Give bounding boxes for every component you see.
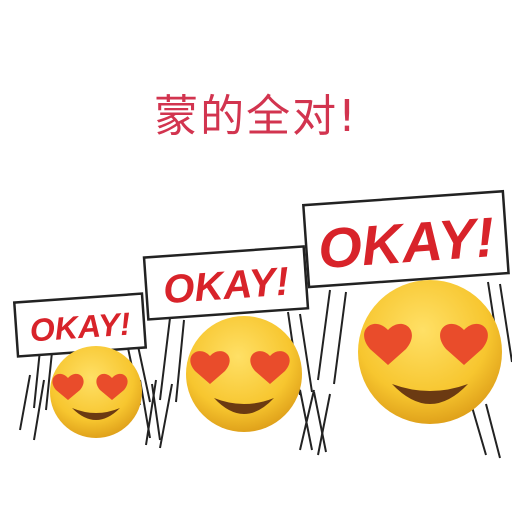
- heart-eyes-emoji-medium-icon: [186, 316, 302, 432]
- protest-sign-large-icon: OKAY!: [301, 189, 510, 289]
- character-medium: OKAY!: [142, 245, 327, 453]
- heart-eyes-emoji-small-icon: [50, 346, 142, 438]
- character-small: OKAY!: [12, 292, 161, 441]
- character-large: OKAY!: [299, 189, 512, 459]
- sign-text-small: OKAY!: [29, 306, 132, 349]
- caption-text: 蒙的全对!: [154, 91, 358, 142]
- protest-sign-medium-icon: OKAY!: [142, 245, 310, 321]
- heart-eyes-emoji-large-icon: [358, 280, 502, 424]
- protest-sign-small-icon: OKAY!: [12, 292, 148, 358]
- sign-text-medium: OKAY!: [162, 260, 291, 313]
- arms-large-icon: [299, 281, 512, 459]
- sign-text-large: OKAY!: [316, 205, 496, 280]
